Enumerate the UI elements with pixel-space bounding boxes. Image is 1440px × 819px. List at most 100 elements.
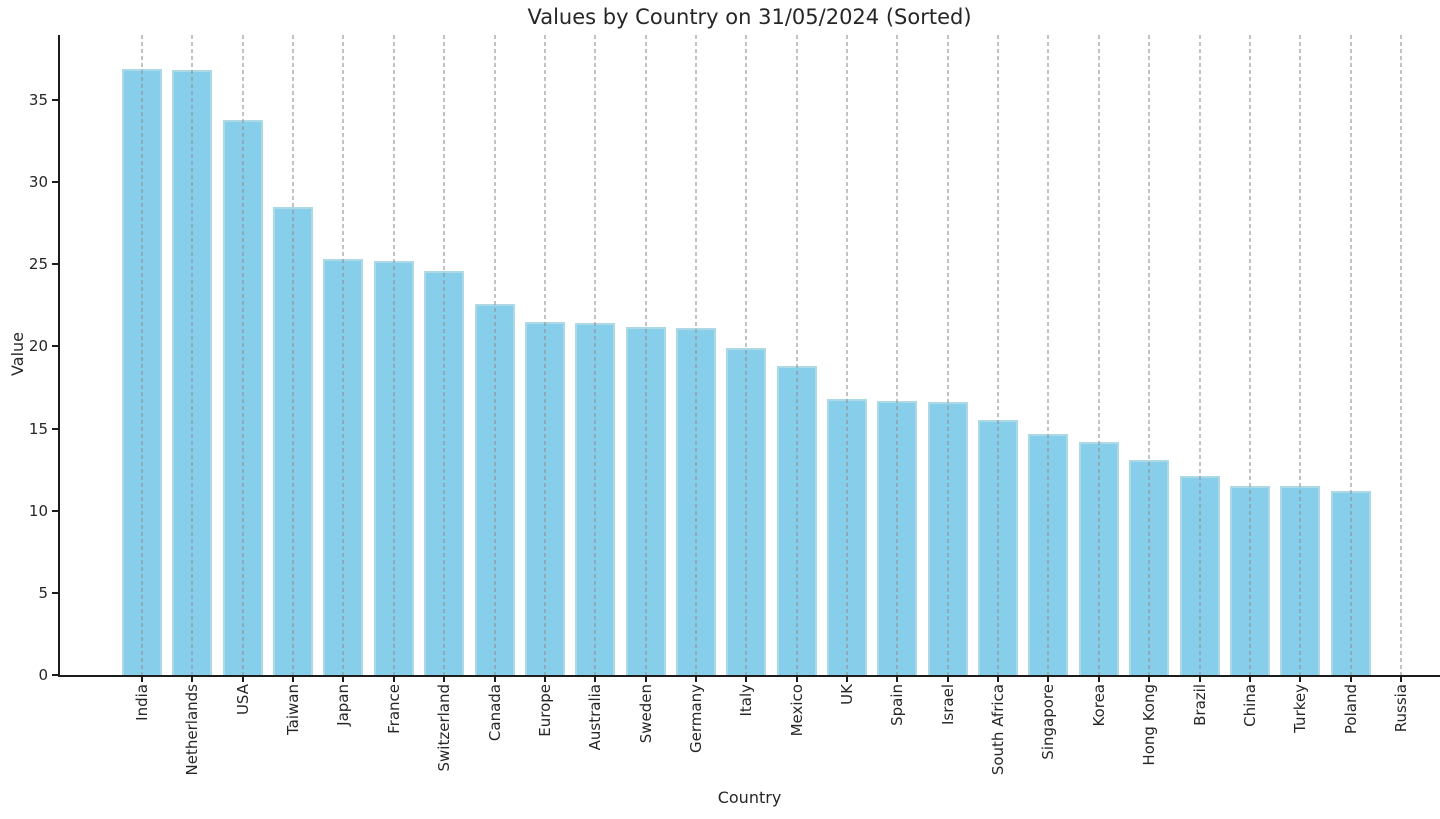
x-tick-label: Sweden: [636, 684, 655, 744]
y-tick-label: 5: [38, 583, 48, 602]
x-tick-label: Switzerland: [435, 684, 454, 772]
x-tick-mark: [896, 675, 899, 682]
x-tick-label: Canada: [485, 684, 504, 742]
gridline: [543, 35, 546, 675]
y-tick-mark: [52, 263, 59, 266]
x-tick-mark: [1299, 675, 1302, 682]
x-tick-label: UK: [838, 684, 857, 705]
gridline: [795, 35, 798, 675]
gridline: [1299, 35, 1302, 675]
gridline: [1047, 35, 1050, 675]
x-tick-mark: [795, 675, 798, 682]
x-tick-mark: [1349, 675, 1352, 682]
y-tick-mark: [52, 509, 59, 512]
gridline: [1349, 35, 1352, 675]
x-tick-label: Hong Kong: [1140, 684, 1159, 766]
gridline: [1148, 35, 1151, 675]
gridline: [594, 35, 597, 675]
y-tick-mark: [52, 591, 59, 594]
x-tick-mark: [1400, 675, 1402, 682]
x-tick-mark: [191, 675, 194, 682]
y-tick-mark: [52, 345, 59, 348]
x-tick-mark: [1248, 675, 1251, 682]
x-tick-mark: [846, 675, 849, 682]
x-tick-mark: [594, 675, 597, 682]
gridline: [846, 35, 849, 675]
x-tick-mark: [543, 675, 546, 682]
x-tick-mark: [997, 675, 1000, 682]
gridline: [191, 35, 194, 675]
gridline: [1400, 35, 1402, 675]
gridline: [694, 35, 697, 675]
x-tick-mark: [292, 675, 295, 682]
y-tick-label: 0: [38, 666, 48, 684]
x-tick-mark: [493, 675, 496, 682]
x-tick-label: Poland: [1341, 684, 1360, 735]
gridline: [1248, 35, 1251, 675]
x-axis-spine: [58, 675, 1440, 677]
y-tick-label: 20: [28, 337, 48, 356]
x-tick-label: Brazil: [1190, 684, 1209, 726]
y-tick-label: 35: [28, 91, 48, 110]
y-tick-label: 10: [28, 501, 48, 520]
x-tick-mark: [745, 675, 748, 682]
gridline: [342, 35, 345, 675]
x-tick-mark: [946, 675, 949, 682]
x-tick-label: Spain: [888, 684, 907, 726]
x-tick-label: Japan: [334, 684, 353, 726]
y-tick-mark: [52, 99, 59, 102]
y-tick-mark: [52, 674, 59, 676]
x-tick-label: Germany: [686, 684, 705, 753]
x-tick-mark: [392, 675, 395, 682]
plot-area: [60, 35, 1439, 675]
gridline: [392, 35, 395, 675]
y-axis-spine: [58, 35, 60, 677]
x-tick-mark: [644, 675, 647, 682]
x-tick-label: India: [133, 684, 151, 721]
x-tick-label: Israel: [938, 684, 957, 725]
x-tick-mark: [141, 675, 143, 682]
gridline: [896, 35, 899, 675]
x-tick-mark: [694, 675, 697, 682]
gridline: [644, 35, 647, 675]
gridline: [1097, 35, 1100, 675]
gridline: [493, 35, 496, 675]
x-tick-mark: [1198, 675, 1201, 682]
gridline: [443, 35, 446, 675]
x-tick-mark: [241, 675, 244, 682]
x-axis-label: Country: [717, 788, 782, 807]
x-tick-label: Netherlands: [183, 684, 202, 776]
y-tick-mark: [52, 427, 59, 430]
gridline: [241, 35, 244, 675]
chart-title: Values by Country on 31/05/2024 (Sorted): [527, 5, 972, 29]
x-tick-label: Russia: [1392, 684, 1410, 733]
x-tick-label: Taiwan: [284, 684, 303, 736]
x-tick-label: Europe: [535, 684, 554, 737]
x-tick-label: Korea: [1089, 684, 1108, 727]
x-tick-label: South Africa: [989, 684, 1008, 776]
gridline: [292, 35, 295, 675]
x-tick-label: Italy: [737, 684, 756, 717]
x-tick-label: Australia: [586, 684, 605, 751]
x-tick-mark: [1148, 675, 1151, 682]
x-tick-mark: [1047, 675, 1050, 682]
y-tick-label: 15: [28, 419, 48, 438]
x-tick-mark: [443, 675, 446, 682]
x-tick-label: Singapore: [1039, 684, 1058, 760]
x-tick-label: China: [1240, 684, 1259, 727]
x-tick-label: France: [384, 684, 403, 734]
x-tick-mark: [1097, 675, 1100, 682]
gridline: [1198, 35, 1201, 675]
x-tick-label: Turkey: [1291, 684, 1310, 733]
y-tick-label: 25: [28, 255, 48, 274]
x-tick-label: Mexico: [787, 684, 806, 737]
y-tick-mark: [52, 181, 59, 184]
x-tick-label: USA: [233, 684, 252, 716]
gridline: [997, 35, 1000, 675]
gridline: [141, 35, 143, 675]
gridline: [745, 35, 748, 675]
x-tick-mark: [342, 675, 345, 682]
gridline: [946, 35, 949, 675]
y-tick-label: 30: [28, 173, 48, 192]
